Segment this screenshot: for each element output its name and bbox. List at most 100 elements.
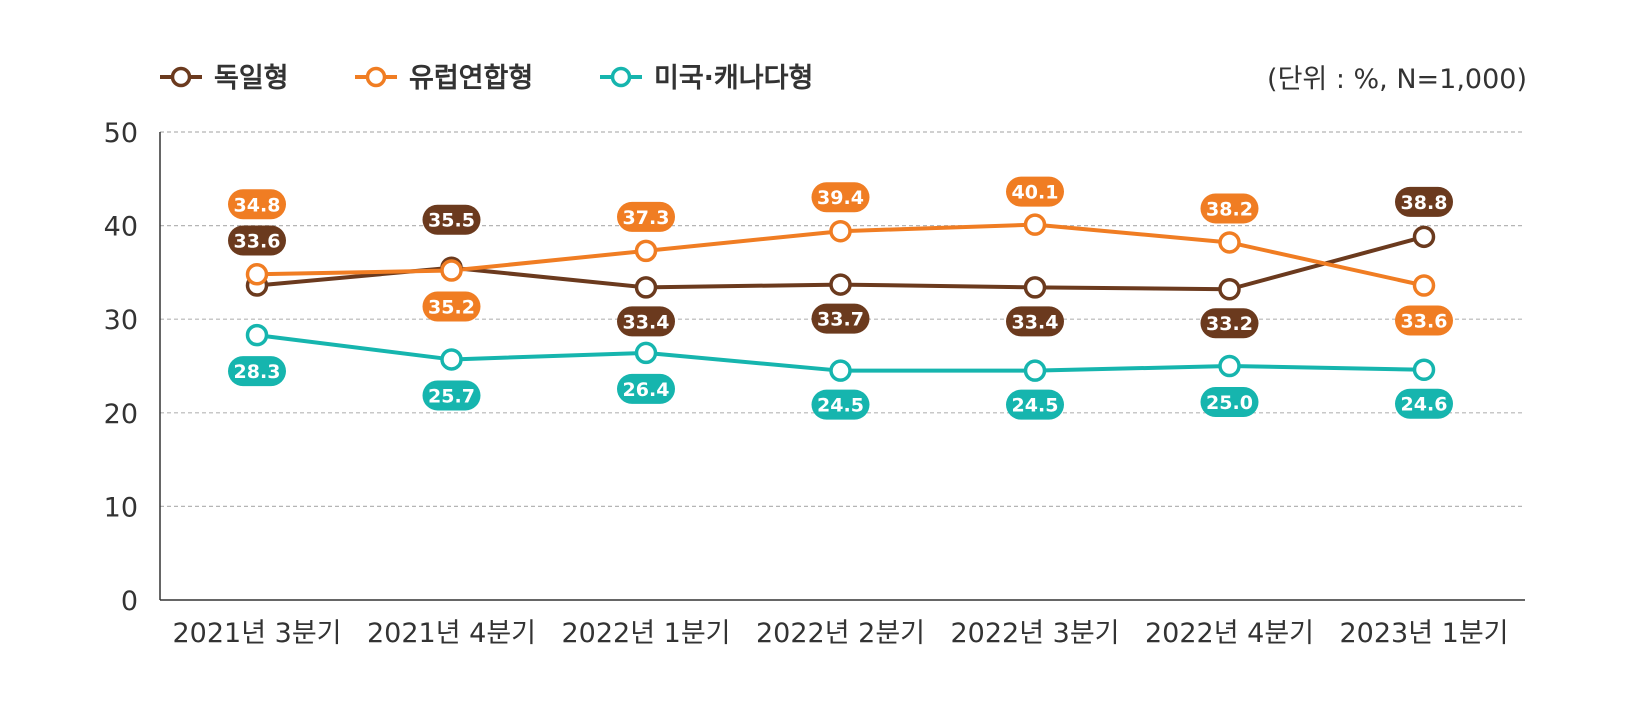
- data-label-text: 33.4: [623, 311, 670, 333]
- data-point: [1412, 358, 1436, 381]
- data-label-bg: [1395, 388, 1453, 419]
- data-label-bg: [811, 303, 870, 334]
- data-label: 25.0: [1200, 387, 1259, 417]
- data-label: 38.2: [1200, 193, 1259, 224]
- data-label-text: 40.1: [1012, 182, 1059, 204]
- data-label-bg: [228, 189, 286, 220]
- data-point: [1412, 225, 1436, 249]
- data-point: [829, 273, 852, 296]
- data-label: 33.6: [1395, 305, 1453, 336]
- data-label: 35.5: [422, 204, 481, 235]
- data-label-text: 33.6: [1401, 311, 1448, 333]
- data-label-text: 33.6: [234, 231, 281, 253]
- x-tick-labels: 2021년 3분기 2021년 4분기 2022년 1분기 2022년 2분기 2022…: [173, 618, 1509, 649]
- data-label-bg: [228, 225, 286, 256]
- legend-label: 유럽연합형: [409, 63, 533, 94]
- unit-note: (단위 : %, N=1,000): [1267, 64, 1527, 95]
- data-label: 39.4: [811, 182, 870, 213]
- series-markers-3: [245, 323, 1436, 382]
- data-label: 33.4: [1006, 306, 1064, 337]
- data-point: [245, 263, 269, 286]
- x-tick-label: 2023년 1분기: [1340, 618, 1509, 649]
- y-tick-label: 20: [104, 399, 138, 430]
- data-label-bg: [422, 204, 481, 235]
- data-label-bg: [422, 380, 481, 411]
- y-tick-label: 30: [104, 305, 138, 336]
- data-label-bg: [617, 201, 675, 232]
- data-label-bg: [1200, 387, 1259, 417]
- legend-marker-icon: [170, 66, 192, 88]
- data-label-text: 33.7: [817, 309, 864, 331]
- data-point: [1218, 354, 1241, 378]
- data-label-bg: [1395, 305, 1453, 336]
- legend-label: 독일형: [214, 63, 289, 94]
- data-point: [1218, 277, 1241, 301]
- data-label-text: 26.4: [623, 379, 670, 401]
- data-point: [1023, 276, 1047, 299]
- data-label-text: 35.5: [428, 210, 475, 232]
- data-labels: 33.6 35.5 33.4 33.7 33.4 33.2 38.8 34.8 35.2 37.3…: [228, 176, 1453, 420]
- data-label-bg: [617, 373, 675, 404]
- series: [245, 213, 1436, 382]
- data-label: 24.6: [1395, 388, 1453, 419]
- legend-item-3: 미국·캐나다형: [600, 63, 813, 94]
- data-label-text: 35.2: [428, 297, 475, 319]
- data-label: 26.4: [617, 373, 675, 404]
- x-tick-label: 2021년 3분기: [173, 618, 342, 649]
- data-label: 40.1: [1006, 176, 1064, 207]
- legend: 독일형 유럽연합형 미국·캐나다형: [160, 63, 813, 94]
- series-markers-2: [245, 213, 1436, 297]
- data-label-bg: [1395, 186, 1453, 217]
- data-point: [634, 276, 658, 299]
- data-label-bg: [811, 389, 870, 420]
- y-tick-label: 50: [104, 118, 138, 149]
- data-label: 35.2: [422, 291, 481, 322]
- y-tick-label: 10: [104, 492, 138, 523]
- data-label: 34.8: [228, 189, 286, 220]
- data-label-text: 38.2: [1206, 198, 1253, 220]
- data-label-text: 24.5: [1012, 395, 1059, 417]
- data-label: 33.2: [1200, 308, 1259, 339]
- x-tick-label: 2022년 4분기: [1145, 618, 1314, 649]
- data-label: 37.3: [617, 201, 675, 232]
- legend-item-2: 유럽연합형: [355, 63, 533, 94]
- x-tick-label: 2022년 1분기: [562, 618, 731, 649]
- data-label-text: 25.7: [428, 385, 475, 407]
- data-label-bg: [811, 182, 870, 213]
- data-label-text: 39.4: [817, 187, 864, 209]
- x-tick-label: 2022년 3분기: [951, 618, 1120, 649]
- data-label: 24.5: [1006, 389, 1064, 420]
- data-point: [440, 259, 463, 282]
- data-label-text: 33.2: [1206, 313, 1253, 335]
- data-point: [634, 239, 658, 263]
- y-tick-label: 0: [121, 586, 138, 617]
- data-label-bg: [1200, 308, 1259, 339]
- data-label-text: 38.8: [1401, 192, 1448, 214]
- x-tick-label: 2022년 2분기: [756, 618, 925, 649]
- data-label-bg: [1006, 306, 1064, 337]
- data-point: [829, 359, 852, 382]
- y-tick-labels: 0 10 20 30 40 50: [104, 118, 138, 617]
- legend-marker-icon: [610, 66, 632, 88]
- data-label-text: 28.3: [234, 361, 281, 383]
- data-point: [1023, 213, 1047, 236]
- data-label: 33.7: [811, 303, 870, 334]
- data-point: [245, 323, 269, 347]
- legend-label: 미국·캐나다형: [654, 63, 813, 94]
- data-point: [440, 348, 463, 371]
- data-label: 24.5: [811, 389, 870, 420]
- data-label-text: 24.6: [1401, 394, 1448, 416]
- data-label: 33.4: [617, 306, 675, 337]
- data-point: [1023, 359, 1047, 382]
- data-label: 33.6: [228, 225, 286, 256]
- data-label-text: 37.3: [623, 207, 670, 229]
- data-point: [634, 341, 658, 365]
- data-label-text: 24.5: [817, 395, 864, 417]
- data-label-text: 25.0: [1206, 392, 1253, 414]
- y-tick-label: 40: [104, 212, 138, 243]
- data-point: [1218, 231, 1241, 254]
- x-tick-label: 2021년 4분기: [367, 618, 536, 649]
- data-label-bg: [1006, 176, 1064, 207]
- legend-marker-icon: [365, 66, 387, 88]
